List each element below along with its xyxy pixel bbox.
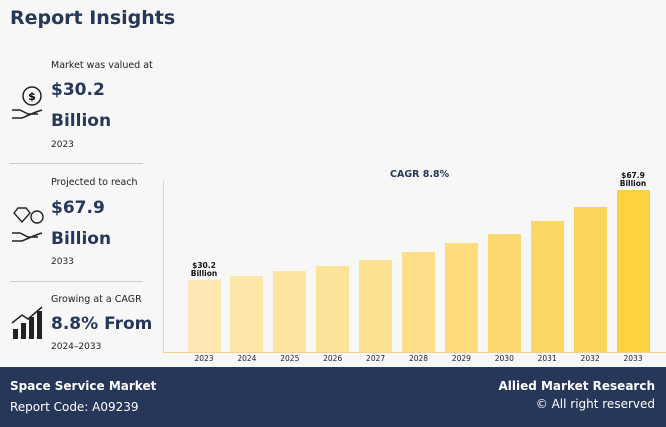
x-tick-label: 2030 <box>494 354 514 363</box>
bar <box>530 221 564 352</box>
insight-caption: Market was valued at <box>51 60 153 71</box>
bar <box>230 275 264 352</box>
chart: CAGR 8.8% 2023 $30.2 Billion 2024 2025 2026 2… <box>163 169 666 363</box>
x-tick-label: 2026 <box>323 354 343 363</box>
bar <box>444 242 478 352</box>
page-title: Report Insights <box>10 7 176 29</box>
axis-line <box>163 180 164 352</box>
insight-period: 2033 <box>51 257 74 267</box>
insight-value: $67.9 <box>51 198 105 218</box>
insight-value: $30.2 <box>51 80 105 100</box>
bar <box>573 206 607 352</box>
insight-caption: Projected to reach <box>51 177 138 188</box>
x-tick-label: 2031 <box>537 354 557 363</box>
bar <box>616 190 650 352</box>
insight-period: 2023 <box>51 140 74 150</box>
market-name: Space Service Market <box>10 379 157 393</box>
bar <box>187 279 221 352</box>
insight-value: 8.8% From <box>51 314 153 334</box>
x-tick-label: 2032 <box>580 354 600 363</box>
bar <box>402 252 435 352</box>
bar <box>273 271 307 352</box>
value-label: $67.9 Billion <box>619 171 647 188</box>
footer: Space Service Market Report Code: A09239… <box>0 367 666 427</box>
insight-unit: Billion <box>51 229 112 249</box>
x-tick-label: 2033 <box>623 354 643 363</box>
x-tick-label: 2027 <box>366 354 386 363</box>
bar <box>487 233 521 352</box>
x-tick-label: 2025 <box>280 354 300 363</box>
money-icon: $ <box>12 86 43 119</box>
separator <box>10 281 143 282</box>
bar <box>316 266 350 352</box>
x-tick-label: 2024 <box>237 354 257 363</box>
bar <box>359 259 393 352</box>
insight-unit: Billion <box>51 111 112 131</box>
x-tick-label: 2023 <box>194 354 214 363</box>
svg-text:$: $ <box>28 90 36 103</box>
x-tick-label: 2029 <box>451 354 471 363</box>
x-tick-label: 2028 <box>408 354 429 363</box>
insight-period: 2024–2033 <box>51 342 102 352</box>
insight-caption: Growing at a CAGR <box>51 294 142 305</box>
report-code: Report Code: A09239 <box>10 400 139 414</box>
brand: Allied Market Research <box>498 379 655 393</box>
separator <box>10 163 143 164</box>
axis-line <box>163 352 666 353</box>
value-label: $30.2 Billion <box>190 260 218 278</box>
annotation: CAGR 8.8% <box>390 169 450 180</box>
growth-icon <box>11 306 43 339</box>
rights: © All right reserved <box>535 397 655 411</box>
diamond-icon <box>12 207 44 242</box>
